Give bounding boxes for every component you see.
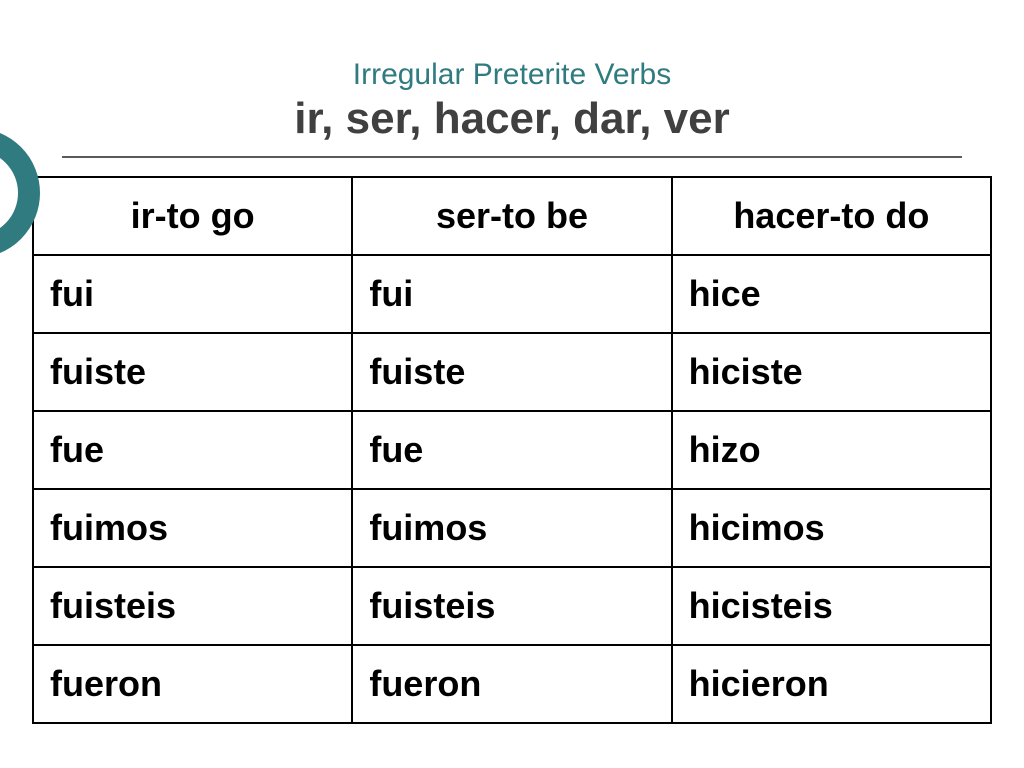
table-cell: hizo [672, 411, 991, 489]
table-header-row: ir-to go ser-to be hacer-to do [33, 177, 991, 255]
col-header: ser-to be [352, 177, 671, 255]
table-row: fuiste fuiste hiciste [33, 333, 991, 411]
table-cell: fuimos [352, 489, 671, 567]
table-cell: fuisteis [352, 567, 671, 645]
table-cell: fue [33, 411, 352, 489]
slide-subtitle: Irregular Preterite Verbs [0, 58, 1024, 92]
verb-table-wrap: ir-to go ser-to be hacer-to do fui fui h… [32, 176, 992, 724]
table-cell: fuimos [33, 489, 352, 567]
col-header: ir-to go [33, 177, 352, 255]
table-row: fuisteis fuisteis hicisteis [33, 567, 991, 645]
title-divider [62, 156, 962, 158]
table-cell: fui [33, 255, 352, 333]
table-cell: fuiste [352, 333, 671, 411]
table-cell: hiciste [672, 333, 991, 411]
table-row: fui fui hice [33, 255, 991, 333]
title-block: Irregular Preterite Verbs ir, ser, hacer… [0, 58, 1024, 144]
verb-table: ir-to go ser-to be hacer-to do fui fui h… [32, 176, 992, 724]
table-cell: hicieron [672, 645, 991, 723]
table-cell: hice [672, 255, 991, 333]
table-cell: fui [352, 255, 671, 333]
table-row: fueron fueron hicieron [33, 645, 991, 723]
col-header: hacer-to do [672, 177, 991, 255]
table-cell: hicisteis [672, 567, 991, 645]
table-row: fuimos fuimos hicimos [33, 489, 991, 567]
slide-title: ir, ser, hacer, dar, ver [0, 94, 1024, 144]
table-cell: fuisteis [33, 567, 352, 645]
table-cell: fuiste [33, 333, 352, 411]
table-cell: fue [352, 411, 671, 489]
table-cell: hicimos [672, 489, 991, 567]
table-cell: fueron [352, 645, 671, 723]
table-cell: fueron [33, 645, 352, 723]
table-row: fue fue hizo [33, 411, 991, 489]
